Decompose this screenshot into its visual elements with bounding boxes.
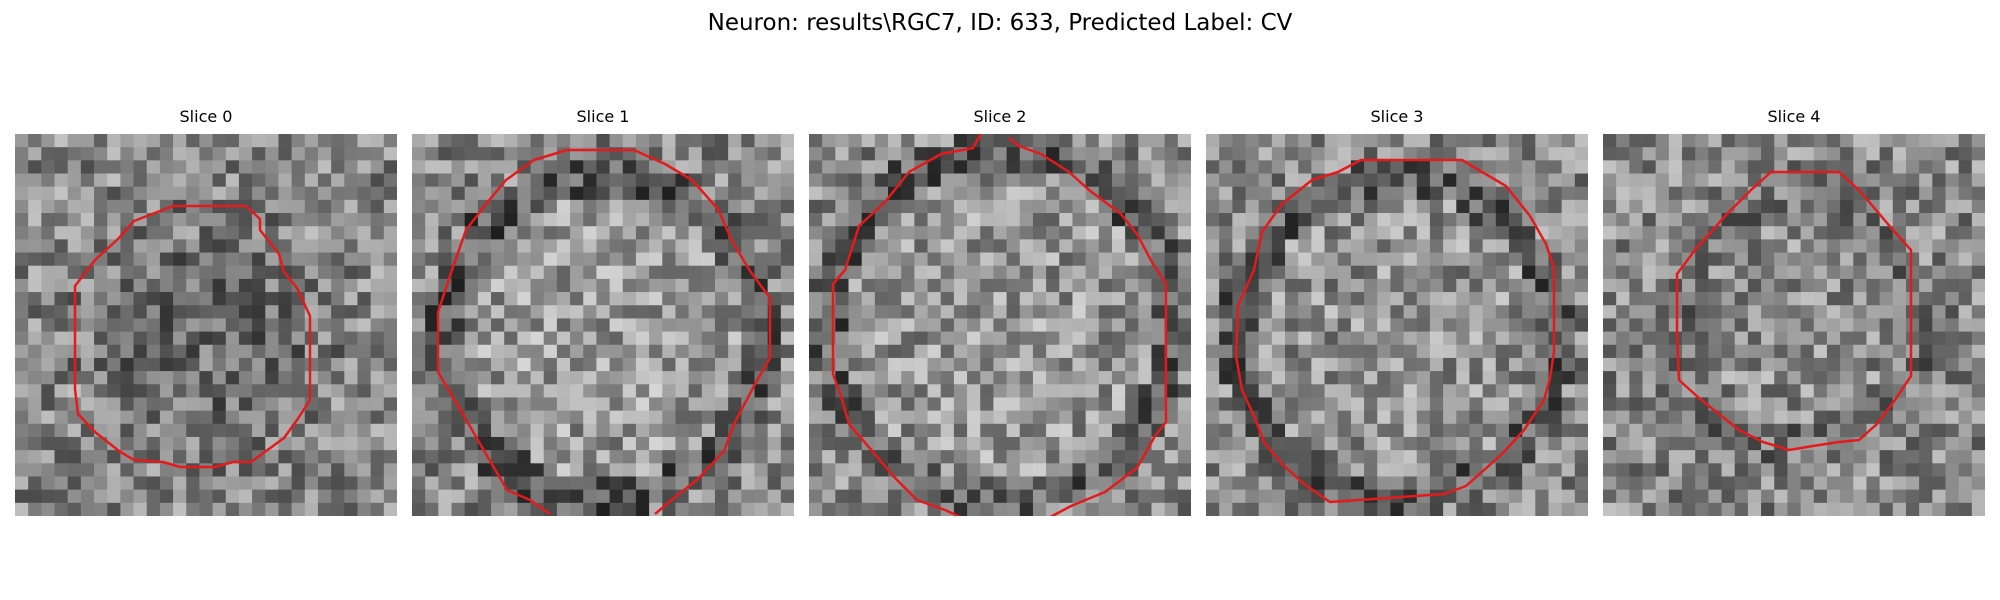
slice-panel-3: Slice 3 xyxy=(1206,107,1588,516)
slice-title: Slice 3 xyxy=(1370,107,1424,126)
figure-title: Neuron: results\RGC7, ID: 633, Predicted… xyxy=(707,10,1293,36)
cell-contour xyxy=(1675,170,1913,452)
slice-title: Slice 0 xyxy=(179,107,233,126)
cell-contour xyxy=(73,204,312,469)
slice-image-3 xyxy=(1206,134,1588,516)
slice-image-4 xyxy=(1603,134,1985,516)
grayscale-pixels xyxy=(1603,134,1985,516)
grayscale-pixels xyxy=(412,134,794,516)
slice-image-2 xyxy=(809,134,1191,516)
slice-title: Slice 4 xyxy=(1767,107,1821,126)
grayscale-pixels xyxy=(809,134,1191,516)
slice-title: Slice 1 xyxy=(576,107,630,126)
grayscale-pixels xyxy=(15,134,397,516)
slice-image-1 xyxy=(412,134,794,516)
slice-image-0 xyxy=(15,134,397,516)
cell-contour xyxy=(436,148,772,516)
slice-panel-2: Slice 2 xyxy=(809,107,1191,516)
slice-panel-0: Slice 0 xyxy=(15,107,397,516)
cell-contour xyxy=(831,134,1168,516)
slice-panel-1: Slice 1 xyxy=(412,107,794,516)
grayscale-pixels xyxy=(1206,134,1588,516)
cell-contour xyxy=(1234,158,1556,504)
slice-panel-4: Slice 4 xyxy=(1603,107,1985,516)
slice-title: Slice 2 xyxy=(973,107,1027,126)
